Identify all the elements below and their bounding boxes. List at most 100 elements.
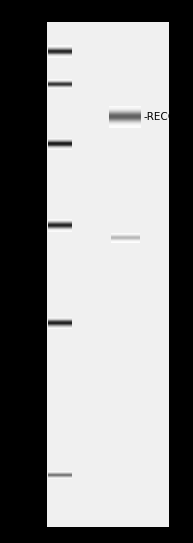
Bar xyxy=(48,328,72,329)
Bar xyxy=(109,121,141,122)
Bar xyxy=(48,224,72,225)
Bar xyxy=(48,143,72,144)
Bar xyxy=(109,126,141,127)
Bar xyxy=(48,49,72,50)
Bar xyxy=(48,47,72,48)
Bar xyxy=(109,122,141,123)
Bar xyxy=(48,229,72,230)
Bar xyxy=(48,319,72,320)
Bar xyxy=(109,111,141,112)
Bar xyxy=(48,144,72,146)
Text: 12-: 12- xyxy=(25,470,42,480)
Bar xyxy=(48,148,72,149)
Bar xyxy=(48,221,72,222)
Bar xyxy=(109,115,141,116)
Bar xyxy=(109,125,141,127)
Bar xyxy=(48,55,72,56)
Bar xyxy=(48,143,72,144)
Bar xyxy=(109,118,141,119)
Bar xyxy=(109,112,141,113)
Bar xyxy=(48,47,72,48)
Bar xyxy=(48,320,72,321)
Bar xyxy=(48,147,72,148)
Bar xyxy=(48,324,72,325)
Bar xyxy=(48,140,72,141)
Bar xyxy=(48,142,72,143)
Bar xyxy=(48,329,72,330)
Text: -RECQL5: -RECQL5 xyxy=(144,112,189,122)
Bar xyxy=(109,108,141,109)
Bar xyxy=(48,324,72,325)
Bar xyxy=(109,106,141,107)
Bar xyxy=(48,138,72,139)
Bar xyxy=(48,318,72,319)
Bar xyxy=(48,219,72,220)
Bar xyxy=(48,325,72,326)
Text: 230-: 230- xyxy=(19,47,42,56)
Bar xyxy=(48,141,72,142)
Bar xyxy=(48,317,72,318)
Bar xyxy=(48,222,72,223)
Bar xyxy=(48,56,72,57)
Bar xyxy=(48,142,72,143)
Text: 116-: 116- xyxy=(19,139,42,149)
Bar xyxy=(48,226,72,227)
Bar xyxy=(48,50,72,51)
Bar xyxy=(48,224,72,225)
Bar xyxy=(48,320,72,321)
Bar xyxy=(48,146,72,147)
Bar xyxy=(48,53,72,54)
Bar xyxy=(48,227,72,228)
Bar xyxy=(48,52,72,53)
Bar xyxy=(48,220,72,221)
Bar xyxy=(109,112,141,113)
Bar xyxy=(48,52,72,53)
Bar xyxy=(48,55,72,56)
Bar xyxy=(48,220,72,221)
Bar xyxy=(48,51,72,52)
Bar xyxy=(48,56,72,57)
Bar xyxy=(109,108,141,109)
Bar xyxy=(48,223,72,224)
Bar xyxy=(48,324,72,325)
Bar xyxy=(48,142,72,143)
Bar xyxy=(109,111,141,112)
Text: 66-: 66- xyxy=(25,220,42,230)
Bar xyxy=(48,48,72,49)
Bar xyxy=(48,323,72,324)
Bar xyxy=(109,122,141,123)
Text: 180-: 180- xyxy=(19,79,42,89)
Bar xyxy=(48,147,72,148)
Bar xyxy=(48,145,72,146)
Bar xyxy=(48,230,72,231)
Bar xyxy=(48,327,72,328)
Bar xyxy=(48,322,72,323)
Bar xyxy=(109,109,141,110)
Bar xyxy=(109,118,141,119)
Bar xyxy=(109,119,141,120)
Bar xyxy=(109,125,141,126)
Bar xyxy=(109,123,141,124)
Bar xyxy=(48,50,72,51)
Bar xyxy=(48,326,72,327)
Bar xyxy=(48,46,72,47)
Bar xyxy=(109,113,141,114)
Bar xyxy=(48,223,72,224)
Bar xyxy=(48,323,72,324)
Bar xyxy=(48,228,72,229)
Bar xyxy=(48,225,72,226)
Bar xyxy=(48,225,72,226)
Bar xyxy=(48,319,72,320)
Bar xyxy=(48,221,72,222)
Bar xyxy=(47,22,169,527)
Bar xyxy=(109,120,141,121)
Bar xyxy=(48,149,72,150)
Bar xyxy=(48,327,72,328)
Bar xyxy=(109,115,141,117)
Bar xyxy=(48,137,72,138)
Bar xyxy=(48,219,72,220)
Bar xyxy=(48,226,72,228)
Bar xyxy=(48,51,72,52)
Bar xyxy=(48,139,72,140)
Bar xyxy=(109,117,141,118)
